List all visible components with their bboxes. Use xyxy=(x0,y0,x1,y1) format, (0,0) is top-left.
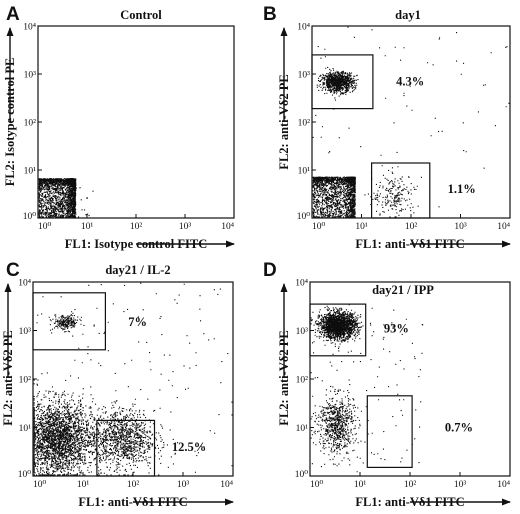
x-tick-label: 10³ xyxy=(179,222,192,232)
gate-1 xyxy=(311,54,374,110)
y-axis-label: FL2: anti-Vδ2 PE xyxy=(277,330,291,425)
gate-1 xyxy=(309,303,367,357)
panel-title: day21 / IL-2 xyxy=(105,263,170,277)
y-tick-label: 10¹ xyxy=(298,167,311,177)
x-ticks: 10⁰ 10¹ 10² 10³ 10⁴ xyxy=(309,472,511,490)
panel-d: D day21 / IPP 93% 0.7% 10⁰ 10¹ 10² 10³ 10⁴ 10… xyxy=(263,260,511,509)
x-ticks: 10⁰ 10¹ 10² 10³ 10⁴ xyxy=(32,472,234,490)
y-tick-label: 10³ xyxy=(298,71,311,81)
gate-percentage: 93% xyxy=(384,322,409,336)
y-tick-label: 10¹ xyxy=(24,167,37,177)
x-tick-label: 10² xyxy=(130,222,143,232)
x-tick-label: 10⁰ xyxy=(310,480,324,490)
y-tick-label: 10⁴ xyxy=(295,279,309,289)
x-tick-label: 10¹ xyxy=(77,480,90,490)
gates: 93% 0.7% xyxy=(309,303,473,468)
gate-2 xyxy=(371,162,431,219)
y-tick-label: 10⁰ xyxy=(297,212,311,222)
y-tick-label: 10³ xyxy=(24,71,37,81)
y-tick-label: 10⁰ xyxy=(18,470,32,480)
y-tick-label: 10⁴ xyxy=(18,279,32,289)
gates: 4.3% 1.1% xyxy=(311,54,476,219)
y-tick-label: 10² xyxy=(298,119,311,129)
y-ticks: 10⁰ 10¹ 10² 10³ 10⁴ xyxy=(297,23,316,222)
panel-title: day21 / IPP xyxy=(372,283,434,297)
x-tick-label: 10⁴ xyxy=(221,222,235,232)
x-tick-label: 10⁴ xyxy=(220,480,234,490)
y-tick-label: 10² xyxy=(24,119,37,129)
x-axis-label: FL1: anti-Vδ1 FITC xyxy=(355,237,464,251)
gate-percentage: 4.3% xyxy=(396,74,424,88)
x-ticks: 10⁰ 10¹ 10² 10³ 10⁴ xyxy=(37,214,235,232)
y-axis-label: FL2: anti-Vδ2 PE xyxy=(1,330,15,425)
x-tick-label: 10¹ xyxy=(81,222,94,232)
y-tick-label: 10² xyxy=(296,376,309,386)
gate-percentage: 7% xyxy=(128,315,147,329)
panel-c: C day21 / IL-2 7% 12.5% 10⁰ 10¹ 10² 10³ 10⁴ 1… xyxy=(1,260,234,509)
gates: 7% 12.5% xyxy=(32,292,206,477)
x-axis-label: FL1: anti-Vδ1 FITC xyxy=(355,495,464,509)
y-axis-label: FL2: Isotype control PE xyxy=(3,58,17,187)
x-tick-label: 10¹ xyxy=(355,222,368,232)
x-axis-label: FL1: anti-Vδ1 FITC xyxy=(78,495,187,509)
x-tick-label: 10¹ xyxy=(354,480,367,490)
panel-title: Control xyxy=(120,8,162,22)
x-tick-label: 10² xyxy=(127,480,140,490)
y-ticks: 10⁰ 10¹ 10² 10³ 10⁴ xyxy=(23,23,42,222)
x-tick-label: 10⁰ xyxy=(312,222,326,232)
panel-letter: D xyxy=(263,260,277,281)
x-tick-label: 10⁴ xyxy=(497,222,511,232)
panel-letter: B xyxy=(263,4,277,25)
event-dots xyxy=(310,304,424,473)
gate-percentage: 1.1% xyxy=(448,182,476,196)
panel-title: day1 xyxy=(395,8,421,22)
y-tick-label: 10⁴ xyxy=(297,23,311,33)
gate-1 xyxy=(32,292,107,351)
y-tick-label: 10⁰ xyxy=(23,212,37,222)
y-tick-label: 10³ xyxy=(296,327,309,337)
y-tick-label: 10¹ xyxy=(296,424,309,434)
panel-letter: C xyxy=(6,260,20,281)
event-dots xyxy=(38,178,94,218)
x-axis-label: FL1: Isotype control FITC xyxy=(65,237,207,251)
x-tick-label: 10⁰ xyxy=(33,480,47,490)
plot-frame xyxy=(309,281,511,477)
gate-2 xyxy=(96,419,156,477)
x-tick-label: 10² xyxy=(405,222,418,232)
y-axis-label: FL2: anti-Vδ2 PE xyxy=(277,74,291,169)
y-tick-label: 10⁴ xyxy=(23,23,37,33)
gate-percentage: 12.5% xyxy=(172,440,206,454)
gate-2 xyxy=(366,395,413,468)
events xyxy=(310,304,424,473)
y-ticks: 10⁰ 10¹ 10² 10³ 10⁴ xyxy=(295,279,314,480)
x-tick-label: 10⁰ xyxy=(38,222,52,232)
y-tick-label: 10³ xyxy=(19,327,32,337)
x-tick-label: 10³ xyxy=(454,480,467,490)
x-tick-label: 10⁴ xyxy=(497,480,511,490)
x-tick-label: 10³ xyxy=(177,480,190,490)
y-tick-label: 10¹ xyxy=(19,424,32,434)
gate-percentage: 0.7% xyxy=(445,421,473,435)
x-ticks: 10⁰ 10¹ 10² 10³ 10⁴ xyxy=(311,214,511,232)
x-tick-label: 10² xyxy=(404,480,417,490)
panel-letter: A xyxy=(6,4,20,25)
events xyxy=(38,178,94,218)
y-tick-label: 10⁰ xyxy=(295,470,309,480)
y-ticks: 10⁰ 10¹ 10² 10³ 10⁴ xyxy=(18,279,37,480)
y-tick-label: 10² xyxy=(19,376,32,386)
x-tick-label: 10³ xyxy=(454,222,467,232)
